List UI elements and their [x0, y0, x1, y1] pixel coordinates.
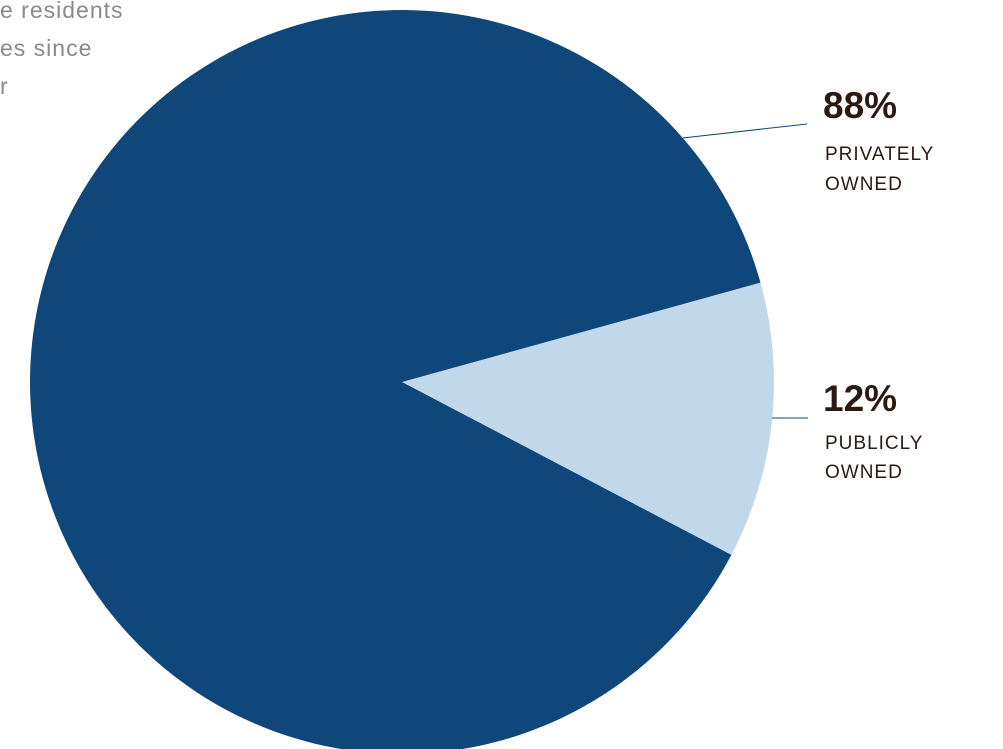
pie-slices [30, 10, 774, 749]
slice-labels: 88% PRIVATELY OWNED 12% PUBLICLY OWNED [823, 85, 934, 483]
background-text-line-2: es since [0, 35, 93, 61]
slice-value-label-publicly-owned: 12% [823, 378, 897, 419]
slice-category-label-privately-line2: OWNED [825, 174, 903, 195]
slice-category-label-publicly-line1: PUBLICLY [825, 433, 923, 454]
slice-value-label-privately-owned: 88% [823, 85, 897, 126]
slice-category-label-publicly-line2: OWNED [825, 462, 903, 483]
background-text-line-1: e residents [0, 0, 124, 23]
pie-slice-publicly-owned [402, 282, 774, 555]
background-text-line-3: r [0, 73, 9, 99]
leader-line-privately-owned [682, 123, 808, 139]
pie-slice-privately-owned [30, 10, 761, 749]
slice-category-label-privately-line1: PRIVATELY [825, 144, 934, 165]
leader-lines [682, 123, 808, 419]
